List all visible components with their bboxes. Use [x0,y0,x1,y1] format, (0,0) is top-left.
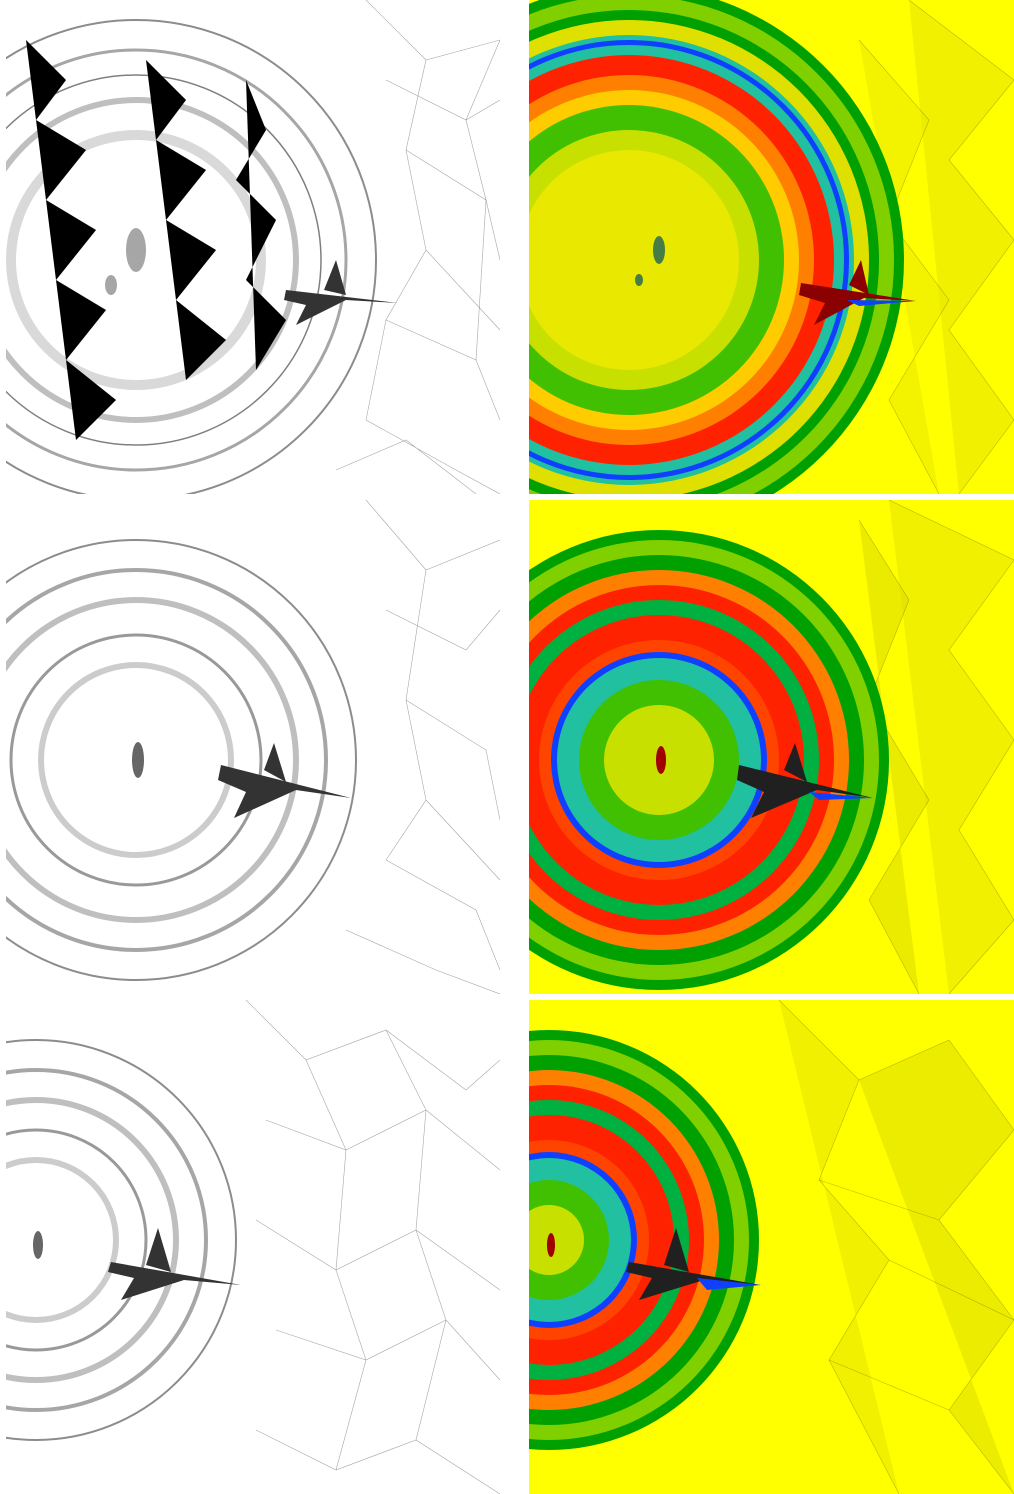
wake-rings [6,1039,237,1441]
field-vortex-core [656,746,666,774]
aircraft-silhouette [218,743,351,818]
far-field-facets [858,500,1014,994]
field-vortex-core [635,236,665,286]
aircraft-silhouette-field [737,743,873,818]
field-vortex-core [547,1233,555,1257]
aircraft-silhouette [108,1228,241,1300]
field-panel-row2 [529,500,1014,994]
mesh-panel-row1 [6,0,500,494]
field-visualization-row2 [529,500,1014,994]
aircraft-silhouette-field [799,260,916,325]
wake-rings [6,19,377,494]
vortex-core [132,742,144,778]
mesh-panel-row2 [6,500,500,994]
mesh-visualization-row1 [6,0,500,494]
far-field-mesh-lines [345,500,500,994]
aircraft-silhouette [284,260,398,325]
mesh-visualization-row2 [6,500,500,994]
far-field-mesh-lines [335,0,500,494]
far-field-facets [778,1000,1014,1494]
vortex-core [105,228,146,295]
vortex-core [33,1231,43,1259]
aircraft-silhouette-field [626,1228,761,1300]
field-visualization-row1 [529,0,1014,494]
mesh-panel-row3 [6,1000,500,1494]
mesh-visualization-row3 [6,1000,500,1494]
far-field-mesh-lines [245,1000,500,1494]
field-visualization-row3 [529,1000,1014,1494]
inner-mesh-texture [25,39,287,441]
field-panel-row3 [529,1000,1014,1494]
field-panel-row1 [529,0,1014,494]
wake-rings [6,539,357,981]
